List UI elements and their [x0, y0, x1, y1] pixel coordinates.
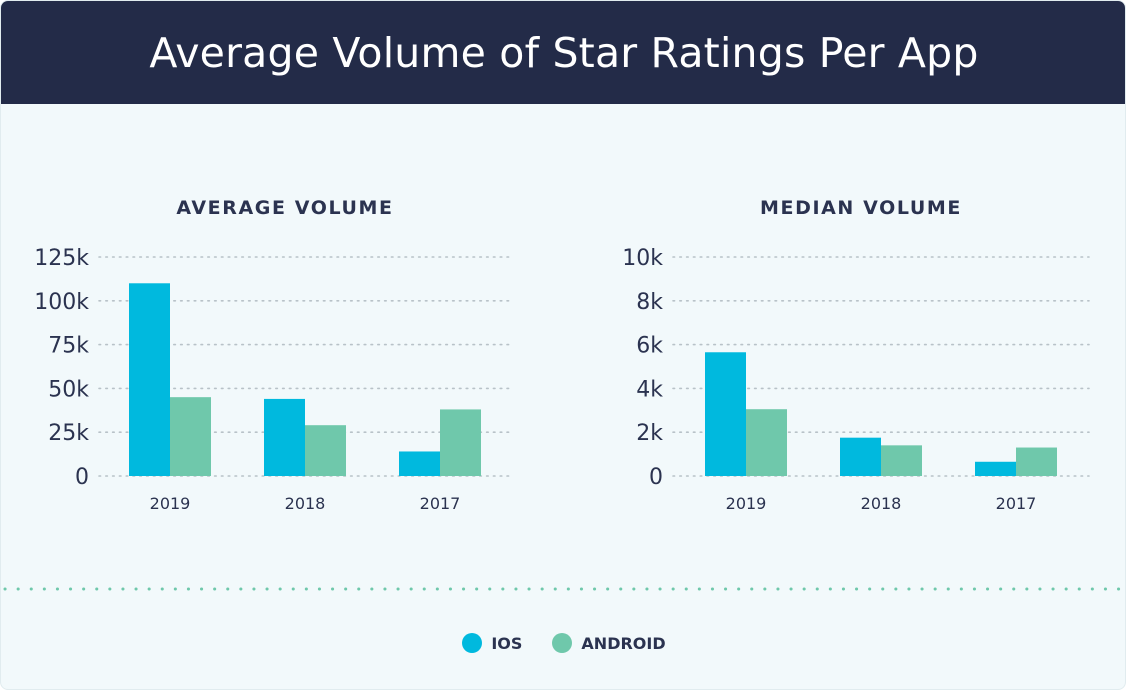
legend-swatch-android	[552, 633, 573, 653]
y-tick-label-median: 0	[649, 465, 663, 490]
x-tick-label-average: 2018	[285, 494, 326, 513]
header-banner: Average Volume of Star Ratings Per App	[1, 1, 1125, 104]
y-tick-label-median: 8k	[636, 290, 663, 315]
x-tick-label-median: 2017	[996, 494, 1037, 513]
chart-title-median: MEDIAN VOLUME	[760, 197, 962, 219]
bar-average-2018-ios	[264, 398, 305, 476]
bar-median-2018-android	[881, 445, 922, 476]
legend-label-ios: IOS	[491, 633, 523, 653]
bar-median-2018-ios	[840, 437, 881, 476]
x-tick-label-median: 2019	[726, 494, 767, 513]
y-tick-label-median: 6k	[636, 334, 663, 359]
legend-label-android: ANDROID	[581, 633, 666, 653]
legend: IOS ANDROID	[1, 629, 1125, 657]
bar-median-2019-android	[746, 409, 787, 476]
legend-swatch-ios	[462, 633, 483, 653]
bar-average-2018-android	[305, 425, 346, 476]
bar-median-2019-ios	[705, 352, 746, 476]
x-tick-label-average: 2017	[420, 494, 461, 513]
bar-average-2017-android	[440, 409, 481, 476]
page-title: Average Volume of Star Ratings Per App	[149, 28, 979, 77]
y-tick-label-average: 0	[75, 465, 89, 490]
legend-item-ios: IOS	[462, 633, 522, 653]
y-tick-label-median: 10k	[622, 246, 663, 271]
y-tick-label-average: 75k	[48, 334, 89, 359]
y-tick-label-average: 50k	[48, 377, 89, 402]
y-tick-label-average: 100k	[34, 290, 89, 315]
bar-average-2017-ios	[399, 451, 440, 476]
bar-average-2019-android	[170, 397, 211, 476]
bar-median-2017-android	[1016, 447, 1057, 476]
y-tick-label-average: 125k	[34, 246, 89, 271]
bar-average-2019-ios	[129, 283, 170, 476]
y-tick-label-median: 2k	[636, 421, 663, 446]
y-tick-label-median: 4k	[636, 377, 663, 402]
x-tick-label-median: 2018	[861, 494, 902, 513]
x-tick-label-average: 2019	[150, 494, 191, 513]
legend-item-android: ANDROID	[552, 633, 666, 653]
chart-title-average: AVERAGE VOLUME	[176, 197, 393, 219]
bar-median-2017-ios	[975, 461, 1016, 476]
y-tick-label-average: 25k	[48, 421, 89, 446]
